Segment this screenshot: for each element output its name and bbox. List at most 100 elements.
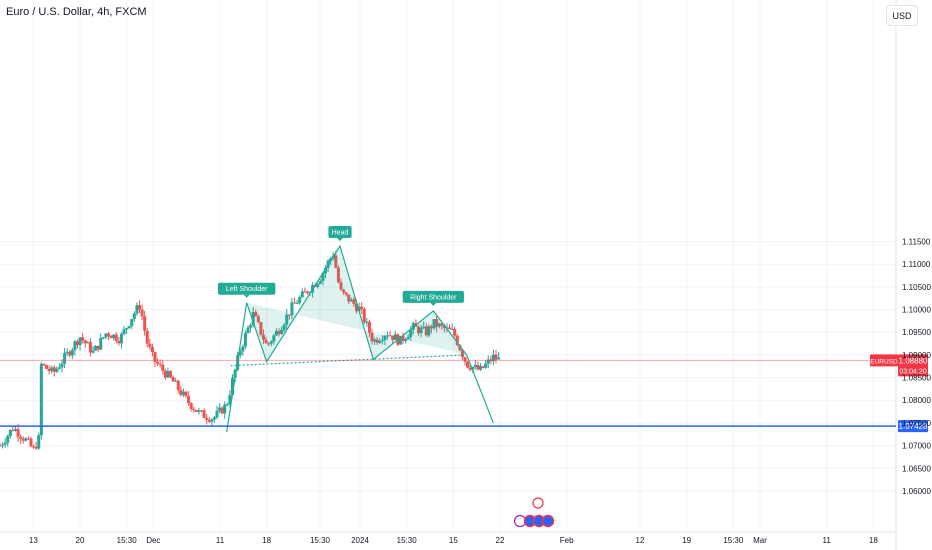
candle-body bbox=[417, 326, 420, 334]
candle-body bbox=[272, 335, 276, 342]
pattern-label-pointer bbox=[243, 294, 250, 298]
candle-body bbox=[225, 404, 229, 406]
candle-body bbox=[318, 281, 322, 284]
candle-body bbox=[458, 345, 462, 351]
pattern-label: Left Shoulder bbox=[217, 282, 276, 298]
candle-body bbox=[32, 446, 36, 448]
candle-body bbox=[140, 309, 144, 317]
candle-body bbox=[16, 429, 20, 437]
candle-body bbox=[145, 330, 149, 344]
candle-body bbox=[440, 323, 444, 326]
candle-body bbox=[109, 335, 113, 339]
pattern-label-bg bbox=[328, 226, 352, 239]
candle-body bbox=[158, 363, 162, 365]
candle-body bbox=[497, 357, 501, 360]
candle-body bbox=[148, 343, 152, 348]
candle-body bbox=[45, 365, 48, 369]
candle-body bbox=[432, 318, 436, 329]
candle-body bbox=[360, 306, 364, 309]
candle-body bbox=[63, 353, 67, 364]
candle-body bbox=[298, 297, 302, 304]
price-tick-label: 1.07500 bbox=[902, 419, 931, 428]
candle-body bbox=[463, 357, 467, 362]
candle-body bbox=[81, 337, 85, 341]
candle-body bbox=[293, 302, 296, 304]
candle-body bbox=[256, 316, 260, 323]
candle-body bbox=[435, 318, 439, 327]
candle-body bbox=[96, 345, 100, 350]
candle-body bbox=[246, 327, 250, 334]
candle-body bbox=[86, 342, 90, 344]
candle-body bbox=[398, 335, 402, 345]
candle-body bbox=[47, 368, 51, 372]
candle-body bbox=[39, 363, 43, 436]
price-tick-label: 1.06000 bbox=[902, 487, 931, 496]
flag-event-icon bbox=[541, 514, 555, 528]
candle-body bbox=[68, 351, 72, 356]
candle-body bbox=[259, 322, 263, 335]
candle-body bbox=[176, 380, 180, 390]
candle-body bbox=[143, 316, 147, 331]
candle-body bbox=[29, 438, 33, 447]
candle-body bbox=[114, 334, 118, 342]
candle-body bbox=[391, 335, 395, 340]
candle-body bbox=[202, 410, 206, 418]
candle-body bbox=[52, 367, 56, 372]
time-tick-label: 15 bbox=[449, 536, 458, 545]
chart-grid bbox=[0, 0, 897, 550]
candle-body bbox=[373, 339, 377, 342]
candle-body bbox=[34, 446, 38, 449]
time-tick-label: 13 bbox=[29, 536, 38, 545]
candle-body bbox=[215, 410, 219, 418]
currency-button[interactable]: USD bbox=[886, 5, 918, 26]
candle-body bbox=[26, 438, 30, 440]
candle-body bbox=[166, 371, 170, 378]
candle-body bbox=[76, 341, 79, 346]
symbol-title[interactable]: Euro / U.S. Dollar, 4h, FXCM bbox=[6, 6, 147, 18]
time-tick-label: 20 bbox=[76, 536, 85, 545]
candle-body bbox=[419, 327, 423, 334]
symbol-tag-label: EURUSD bbox=[870, 358, 898, 365]
pattern-label-text: Head bbox=[332, 230, 349, 237]
candlestick-series bbox=[0, 250, 501, 450]
candle-body bbox=[207, 419, 211, 422]
candle-body bbox=[181, 391, 185, 395]
candle-body bbox=[494, 354, 498, 360]
candle-body bbox=[50, 367, 54, 372]
support-price-tag bbox=[898, 420, 928, 433]
candle-body bbox=[442, 325, 446, 329]
time-tick-label: 11 bbox=[216, 536, 225, 545]
pattern-label: Head bbox=[328, 226, 352, 242]
candle-body bbox=[174, 380, 178, 382]
flag-event-icon bbox=[532, 497, 544, 509]
candle-body bbox=[336, 267, 340, 283]
candle-body bbox=[365, 321, 369, 323]
candle-body bbox=[481, 366, 485, 368]
candle-body bbox=[161, 364, 165, 371]
time-axis: 13 20 15:30 Dec 11 18 15:30 2024 15:30 15 22 Feb 12 1… bbox=[29, 536, 878, 545]
candle-body bbox=[91, 350, 95, 353]
candle-body bbox=[14, 429, 17, 431]
pattern-label: Right Shoulder bbox=[402, 290, 464, 306]
candle-body bbox=[386, 335, 389, 337]
candle-body bbox=[282, 324, 286, 330]
current-price-label: 1.08880 bbox=[899, 356, 928, 365]
candle-body bbox=[184, 391, 188, 397]
candle-body bbox=[101, 337, 105, 339]
candle-body bbox=[138, 305, 141, 310]
candle-body bbox=[78, 337, 82, 346]
candle-body bbox=[367, 321, 371, 333]
candle-body bbox=[375, 339, 379, 343]
pattern-label-pointer bbox=[430, 302, 437, 306]
price-tick-label: 1.11500 bbox=[902, 238, 931, 247]
candle-body bbox=[197, 410, 201, 412]
candle-body bbox=[21, 438, 25, 441]
candle-body bbox=[0, 445, 2, 447]
candle-body bbox=[468, 367, 472, 370]
economic-events bbox=[513, 497, 555, 528]
time-tick-label: 18 bbox=[869, 536, 878, 545]
candle-body bbox=[19, 436, 23, 439]
candle-body bbox=[401, 335, 405, 341]
candle-body bbox=[486, 359, 490, 364]
